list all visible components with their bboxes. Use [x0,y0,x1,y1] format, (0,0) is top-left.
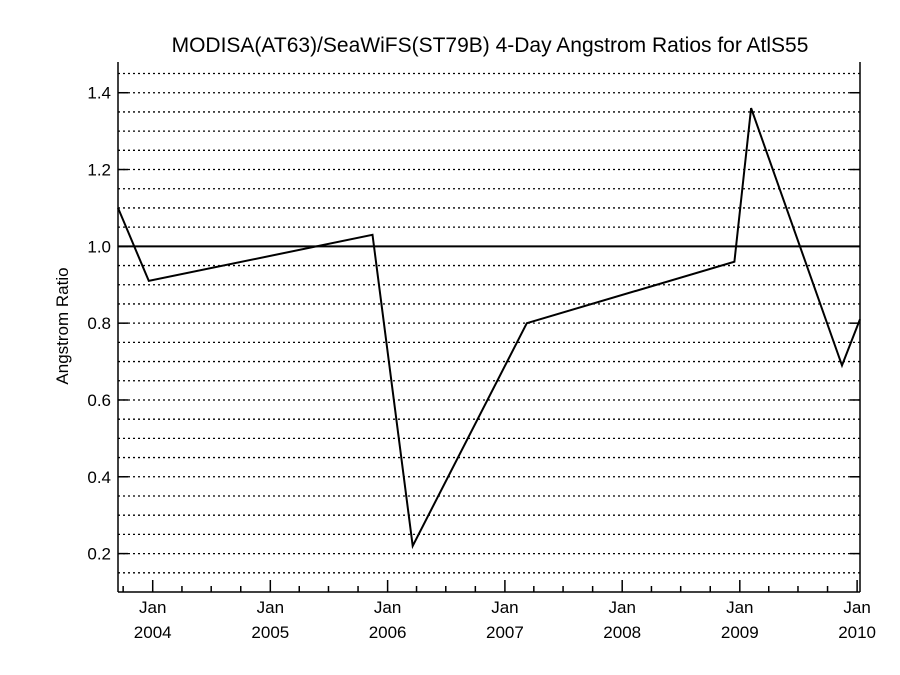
x-tick-label-month: Jan [257,598,284,617]
x-tick-label-year: 2008 [603,623,641,642]
series-group [117,107,861,550]
x-tick-label-month: Jan [843,598,870,617]
x-tick-label-year: 2006 [369,623,407,642]
series-line [117,107,861,550]
x-tick-label-year: 2010 [838,623,876,642]
x-tick-label-month: Jan [491,598,518,617]
x-tick-label-month: Jan [139,598,166,617]
y-tick-label: 1.0 [87,237,111,256]
x-tick-label-month: Jan [608,598,635,617]
y-tick-label: 0.4 [87,468,111,487]
chart-title: MODISA(AT63)/SeaWiFS(ST79B) 4-Day Angstr… [172,34,809,57]
y-tick-label: 0.2 [87,545,111,564]
y-tick-label: 0.6 [87,391,111,410]
x-tick-label-year: 2007 [486,623,524,642]
y-tick-label: 1.2 [87,161,111,180]
x-tick-label-month: Jan [726,598,753,617]
x-tick-label-year: 2009 [721,623,759,642]
y-tick-label: 0.8 [87,314,111,333]
axes [117,62,861,593]
x-tick-label-year: 2005 [251,623,289,642]
grid-lines [118,72,860,574]
tick-labels: 0.2 0.4 0.6 0.8 1.0 1.2 1.4 Jan 2004 Jan 2005 Jan 20… [87,84,876,642]
x-tick-label-year: 2004 [134,623,172,642]
y-tick-label: 1.4 [87,84,111,103]
x-tick-label-month: Jan [374,598,401,617]
y-axis-label: Angstrom Ratio [53,267,72,384]
